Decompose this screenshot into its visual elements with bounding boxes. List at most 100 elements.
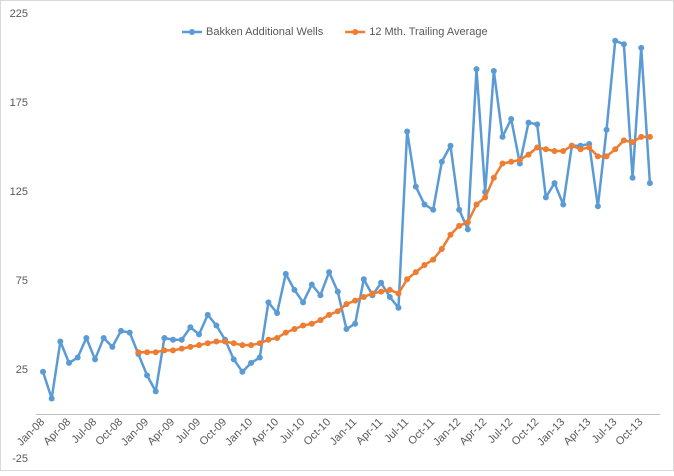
data-point (386, 286, 393, 293)
data-point (612, 146, 619, 153)
data-point (66, 359, 73, 366)
y-tick-label: 25 (16, 364, 28, 376)
data-point (187, 343, 194, 350)
data-point (239, 368, 246, 375)
data-point (213, 338, 220, 345)
data-point (430, 256, 437, 263)
data-point (369, 290, 376, 297)
data-point (152, 349, 159, 356)
data-point (560, 148, 567, 155)
data-point (265, 336, 272, 343)
data-point (334, 288, 341, 295)
data-point (144, 349, 151, 356)
data-point (48, 395, 55, 402)
data-point (256, 340, 263, 347)
data-point (308, 320, 315, 327)
data-point (152, 388, 159, 395)
data-point (456, 222, 463, 229)
data-point (74, 354, 81, 361)
data-point (386, 294, 393, 301)
data-point (620, 41, 627, 48)
data-point (525, 119, 532, 126)
data-point (490, 67, 497, 74)
data-point (100, 334, 107, 341)
data-point (430, 206, 437, 213)
data-point (551, 148, 558, 155)
data-point (161, 334, 168, 341)
data-point (603, 126, 610, 133)
data-point (551, 180, 558, 187)
data-point (83, 334, 90, 341)
data-point (534, 144, 541, 151)
data-point (126, 329, 133, 336)
y-tick-label: 175 (10, 97, 28, 109)
y-tick-label: 125 (10, 186, 28, 198)
data-point (352, 297, 359, 304)
data-point (378, 288, 385, 295)
data-point (178, 345, 185, 352)
data-point (40, 368, 46, 375)
data-point (534, 121, 541, 128)
data-point (464, 226, 471, 233)
data-point (482, 194, 489, 201)
data-point (594, 203, 601, 210)
data-point (213, 322, 220, 329)
data-point (638, 133, 645, 140)
data-point (187, 324, 194, 331)
data-point (204, 311, 211, 318)
data-point (395, 290, 402, 297)
data-point (57, 338, 64, 345)
data-point (542, 146, 549, 153)
data-point (508, 158, 515, 165)
data-point (438, 245, 445, 252)
data-point (499, 160, 506, 167)
data-point (438, 158, 445, 165)
data-point (360, 294, 367, 301)
data-point (144, 372, 151, 379)
data-point (274, 334, 281, 341)
data-point (343, 301, 350, 308)
data-point (421, 261, 428, 268)
legend-marker (352, 29, 359, 35)
data-point (456, 206, 463, 213)
y-tick-label: 75 (16, 275, 28, 287)
y-tick-label: 225 (10, 8, 28, 20)
data-point (265, 299, 272, 306)
data-point (170, 347, 177, 354)
data-point (170, 336, 177, 343)
data-point (135, 349, 142, 356)
data-point (508, 116, 515, 123)
data-point (326, 311, 333, 318)
data-point (646, 180, 653, 187)
data-point (248, 359, 255, 366)
data-point (586, 144, 593, 151)
data-point (490, 174, 497, 181)
data-point (92, 356, 99, 363)
data-point (317, 317, 324, 324)
data-point (560, 201, 567, 208)
data-point (178, 336, 185, 343)
data-point (352, 320, 359, 327)
data-point (542, 194, 549, 201)
data-point (603, 153, 610, 160)
data-point (612, 37, 619, 44)
data-point (525, 151, 532, 158)
data-point (204, 340, 211, 347)
data-point (473, 201, 480, 208)
data-point (412, 183, 419, 190)
data-point (326, 269, 333, 276)
data-point (464, 219, 471, 226)
data-point (109, 343, 116, 350)
data-point (516, 156, 523, 163)
data-point (577, 146, 584, 153)
data-point (447, 142, 454, 149)
data-point (196, 331, 203, 338)
legend-label: Bakken Additional Wells (206, 26, 324, 38)
data-point (317, 292, 324, 299)
data-point (222, 338, 229, 345)
data-point (638, 44, 645, 51)
data-point (629, 139, 636, 146)
data-point (239, 342, 246, 349)
data-point (594, 153, 601, 160)
